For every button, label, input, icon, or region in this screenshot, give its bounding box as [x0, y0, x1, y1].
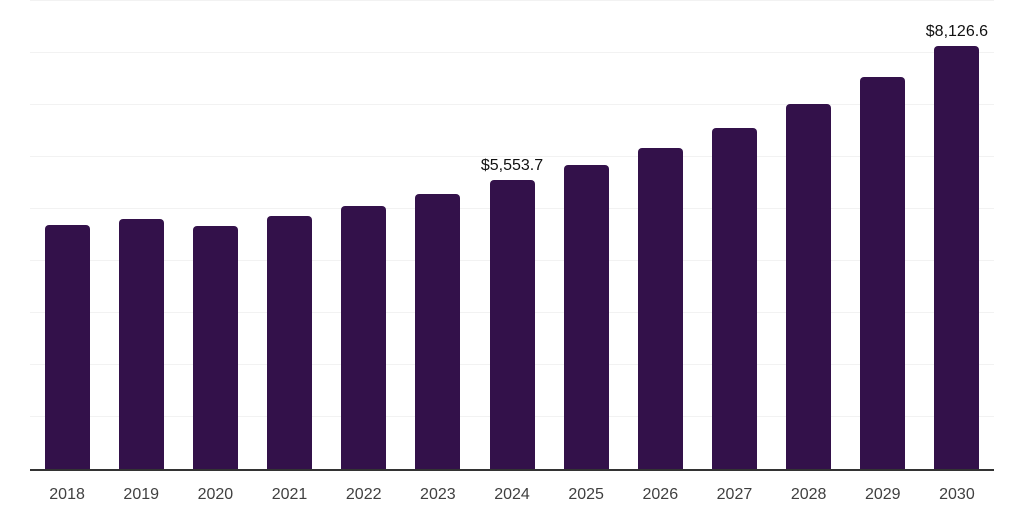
x-tick-2020: 2020 [197, 486, 234, 503]
gridline-7000 [30, 104, 994, 105]
bar-2022 [341, 205, 387, 469]
x-tick-2028: 2028 [790, 486, 827, 503]
x-tick-2022: 2022 [345, 486, 382, 503]
bar-2024 [489, 180, 535, 469]
x-tick-2026: 2026 [642, 486, 679, 503]
data-label-2024: $5,553.7 [480, 157, 544, 175]
bar-2019 [118, 219, 164, 469]
plot-area: $5,553.7 $8,126.6 [30, 0, 994, 471]
bar-2025 [563, 164, 609, 469]
x-tick-2029: 2029 [864, 486, 901, 503]
x-tick-2021: 2021 [271, 486, 308, 503]
x-tick-2030: 2030 [939, 486, 975, 503]
x-tick-2018: 2018 [49, 486, 85, 503]
gridline-8000 [30, 52, 994, 53]
bar-2026 [637, 148, 683, 469]
x-tick-2024: 2024 [494, 486, 530, 503]
bar-2027 [711, 127, 757, 469]
x-tick-2019: 2019 [123, 486, 160, 503]
gridline-6000 [30, 156, 994, 157]
data-label-2030: $8,126.6 [925, 23, 989, 41]
bar-2029 [860, 77, 906, 469]
gridline-9000 [30, 0, 994, 1]
bar-2028 [786, 104, 832, 469]
bar-2021 [267, 216, 313, 469]
x-tick-2027: 2027 [716, 486, 753, 503]
x-axis: 2018 2019 2020 2021 2022 2023 2024 2025 2026 2027… [30, 471, 994, 513]
x-tick-2025: 2025 [568, 486, 604, 503]
bar-2030 [934, 46, 980, 469]
x-tick-2023: 2023 [420, 486, 456, 503]
bar-chart: $5,553.7 $8,126.6 2018 2019 2020 2021 2022 202… [30, 0, 994, 513]
bar-2020 [192, 225, 238, 469]
bar-2018 [44, 224, 90, 469]
bar-2023 [415, 194, 461, 469]
